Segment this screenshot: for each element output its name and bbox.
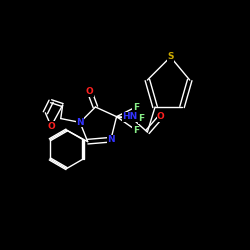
Text: F: F (138, 114, 145, 123)
Text: O: O (47, 122, 55, 131)
Text: F: F (133, 102, 139, 112)
Text: S: S (167, 52, 174, 62)
Text: F: F (133, 126, 139, 134)
Text: HN: HN (122, 112, 138, 121)
Text: N: N (107, 135, 114, 144)
Text: N: N (76, 118, 84, 127)
Text: O: O (157, 112, 165, 121)
Text: O: O (86, 87, 94, 96)
